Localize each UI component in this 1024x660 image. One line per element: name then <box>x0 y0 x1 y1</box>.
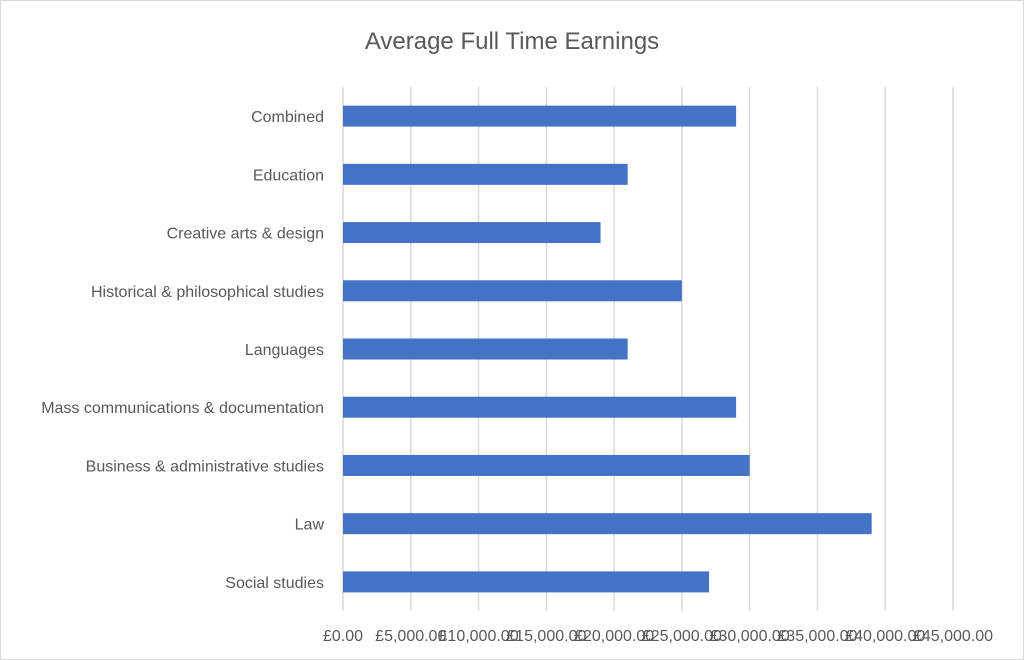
x-tick-label: £15,000.00 <box>506 628 586 645</box>
x-tick-label: £0.00 <box>323 628 363 645</box>
category-label: Mass communications & documentation <box>41 400 324 417</box>
bar <box>343 105 737 127</box>
category-label: Social studies <box>225 575 324 592</box>
bar <box>343 222 601 244</box>
category-label: Combined <box>251 109 324 126</box>
category-label: Historical & philosophical studies <box>91 284 324 301</box>
bar <box>343 396 737 418</box>
category-label: Languages <box>245 342 324 359</box>
category-label: Law <box>295 517 325 534</box>
x-tick-label: £40,000.00 <box>845 628 925 645</box>
bar <box>343 454 750 476</box>
category-labels: Combined Education Creative arts & design… <box>41 109 324 592</box>
x-tick-label: £10,000.00 <box>439 628 519 645</box>
bar <box>343 280 682 302</box>
x-tick-label: £35,000.00 <box>777 628 857 645</box>
category-label: Education <box>253 167 324 184</box>
x-tick-label: £45,000.00 <box>913 628 993 645</box>
bar <box>343 513 872 535</box>
bar <box>343 163 628 185</box>
x-tick-label: £20,000.00 <box>574 628 654 645</box>
bars-group <box>343 105 872 593</box>
category-label: Business & administrative studies <box>86 458 324 475</box>
bar <box>343 571 709 593</box>
category-label: Creative arts & design <box>167 226 324 243</box>
x-tick-label: £30,000.00 <box>710 628 790 645</box>
x-tick-label: £25,000.00 <box>642 628 722 645</box>
chart-title: Average Full Time Earnings <box>365 28 659 55</box>
bar <box>343 338 628 360</box>
x-axis-tick-labels: £0.00 £5,000.00£10,000.00£15,000.00£20,00… <box>323 628 993 645</box>
x-tick-label: £5,000.00 <box>375 628 446 645</box>
